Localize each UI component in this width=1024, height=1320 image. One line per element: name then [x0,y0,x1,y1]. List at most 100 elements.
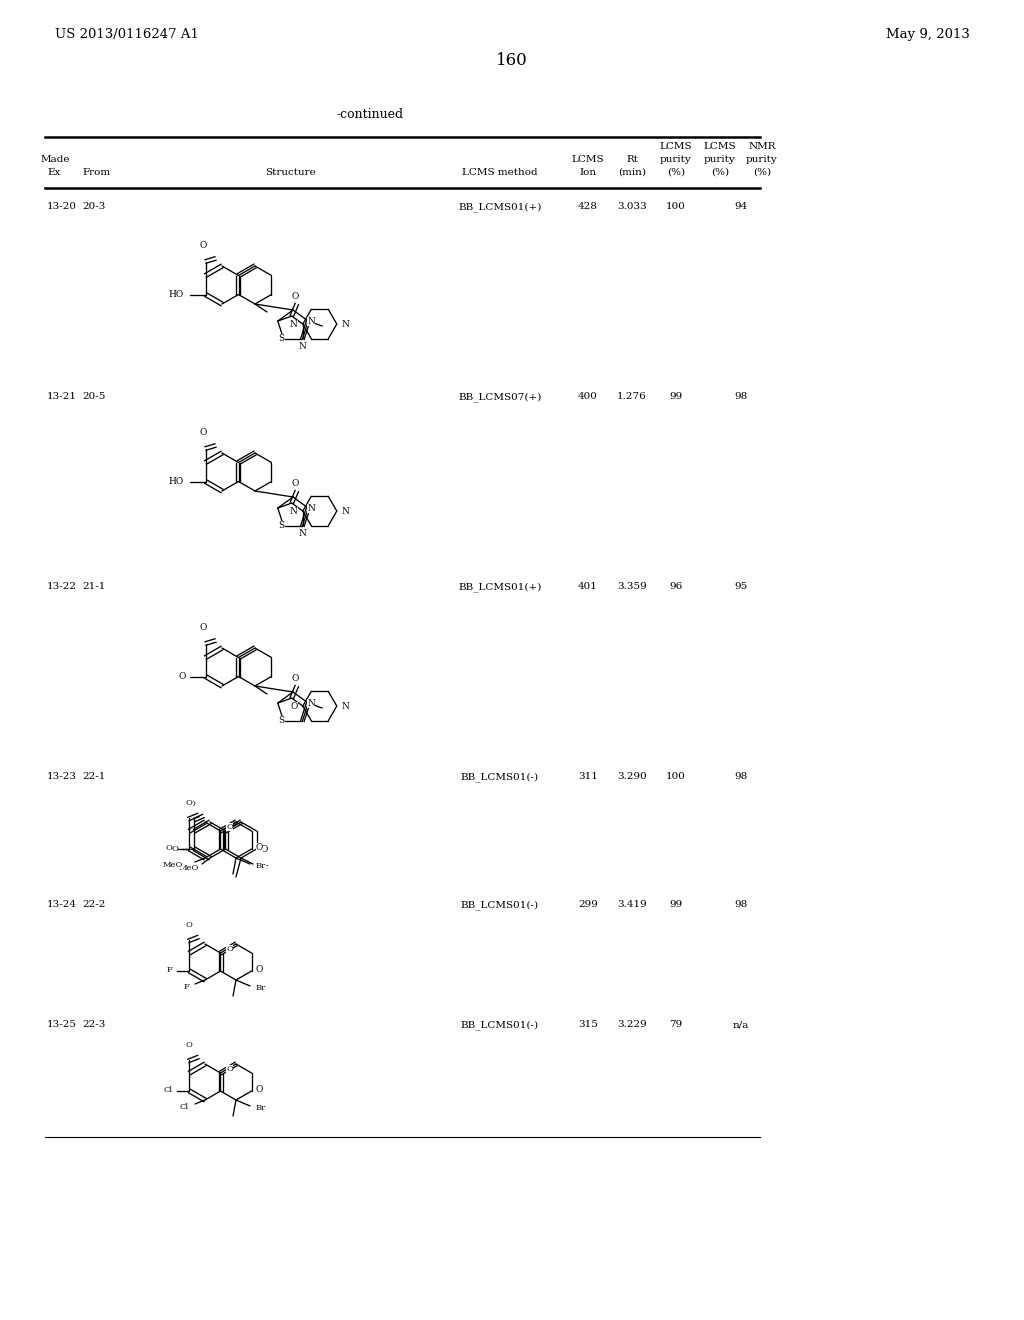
Text: Ion: Ion [580,168,597,177]
Text: NMR: NMR [749,143,776,150]
Text: 13-25: 13-25 [47,1020,77,1030]
Text: BB_LCMS01(-): BB_LCMS01(-) [461,1020,539,1030]
Text: BB_LCMS01(+): BB_LCMS01(+) [459,202,542,211]
Text: O: O [178,672,185,681]
Text: N: N [342,701,349,710]
Text: N: N [307,698,315,708]
Text: LCMS: LCMS [571,154,604,164]
Text: 3.359: 3.359 [617,582,647,591]
Text: N: N [299,528,307,537]
Text: Cl: Cl [180,1104,189,1111]
Text: 21-1: 21-1 [82,582,105,591]
Text: 400: 400 [579,392,598,401]
Text: 99: 99 [670,900,683,909]
Text: O: O [256,965,263,974]
Text: O: O [186,921,193,929]
Text: 99: 99 [670,392,683,401]
Text: Structure: Structure [264,168,315,177]
Text: O: O [226,945,233,953]
Text: 13-22: 13-22 [47,582,77,591]
Text: From: From [82,168,111,177]
Text: 98: 98 [734,772,748,781]
Text: BB_LCMS01(-): BB_LCMS01(-) [461,772,539,781]
Text: Br: Br [256,983,266,993]
Text: F: F [167,966,172,974]
Text: 311: 311 [579,772,598,781]
Text: 3.419: 3.419 [617,900,647,909]
Text: Cl: Cl [163,1086,172,1094]
Text: O: O [189,800,196,808]
Text: N: N [342,319,349,329]
Text: (min): (min) [618,168,646,177]
Text: O: O [291,701,298,710]
Text: Rt: Rt [626,154,638,164]
Text: 13-23: 13-23 [47,772,77,781]
Text: purity: purity [660,154,692,164]
Text: O: O [226,822,233,832]
Text: BB_LCMS07(+): BB_LCMS07(+) [459,392,542,401]
Text: O: O [291,673,298,682]
Text: N: N [342,507,349,516]
Text: US 2013/0116247 A1: US 2013/0116247 A1 [55,28,199,41]
Text: 160: 160 [496,51,528,69]
Text: 20-5: 20-5 [82,392,105,401]
Text: 98: 98 [734,392,748,401]
Text: 3.033: 3.033 [617,202,647,211]
Text: 22-1: 22-1 [82,772,105,781]
Text: N: N [299,342,307,351]
Text: O: O [291,479,298,487]
Text: 13-21: 13-21 [47,392,77,401]
Text: 95: 95 [734,582,748,591]
Text: O: O [256,1085,263,1093]
Text: (%): (%) [667,168,685,177]
Text: 20-3: 20-3 [82,202,105,211]
Text: N: N [290,319,298,329]
Text: O: O [186,799,193,807]
Text: Br: Br [256,1104,266,1111]
Text: 100: 100 [666,772,686,781]
Text: 3.229: 3.229 [617,1020,647,1030]
Text: BB_LCMS01(-): BB_LCMS01(-) [461,900,539,909]
Text: (%): (%) [753,168,771,177]
Text: O: O [172,845,178,853]
Text: 96: 96 [670,582,683,591]
Text: O: O [291,292,298,301]
Text: 299: 299 [579,900,598,909]
Text: May 9, 2013: May 9, 2013 [886,28,970,41]
Text: LCMS: LCMS [703,143,736,150]
Text: 315: 315 [579,1020,598,1030]
Text: -continued: -continued [337,108,403,121]
Text: O: O [200,623,207,632]
Text: 94: 94 [734,202,748,211]
Text: MeO: MeO [163,861,183,869]
Text: N: N [290,507,298,516]
Text: O: O [200,242,207,249]
Text: 13-24: 13-24 [47,900,77,909]
Text: purity: purity [705,154,736,164]
Text: O: O [256,842,263,851]
Text: Br: Br [256,862,266,870]
Text: Ex: Ex [47,168,60,177]
Text: 98: 98 [734,900,748,909]
Text: (%): (%) [711,168,729,177]
Text: N: N [307,317,315,326]
Text: 22-2: 22-2 [82,900,105,909]
Text: 13-20: 13-20 [47,202,77,211]
Text: O: O [260,845,268,854]
Text: purity: purity [746,154,778,164]
Text: F: F [183,983,189,991]
Text: 428: 428 [579,202,598,211]
Text: 1.276: 1.276 [617,392,647,401]
Text: N: N [307,503,315,512]
Text: HO: HO [168,290,183,300]
Text: S: S [279,334,285,343]
Text: O: O [226,1065,233,1073]
Text: 100: 100 [666,202,686,211]
Text: 79: 79 [670,1020,683,1030]
Text: O: O [166,843,172,851]
Text: MeO: MeO [178,865,199,873]
Text: LCMS: LCMS [659,143,692,150]
Text: HO: HO [168,477,183,486]
Text: n/a: n/a [733,1020,750,1030]
Text: Made: Made [40,154,70,164]
